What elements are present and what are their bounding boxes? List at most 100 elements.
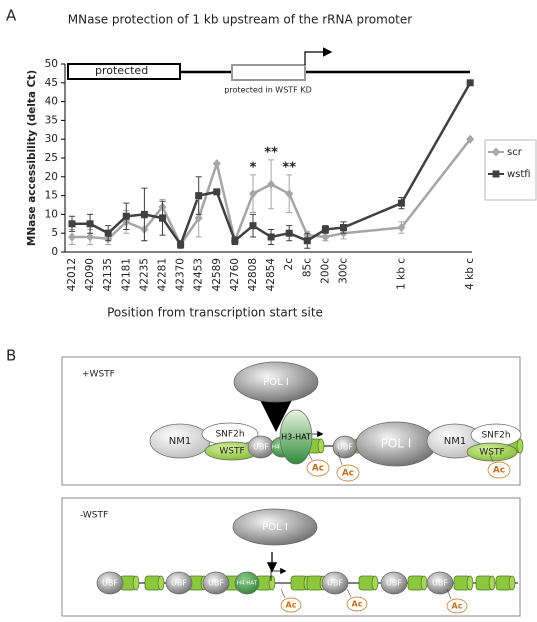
marker (267, 179, 276, 189)
protein-label: NM1 (169, 436, 191, 447)
marker (68, 220, 76, 228)
tss-arrow (304, 47, 333, 65)
y-tick-label: 15 (45, 190, 58, 202)
protein (466, 442, 518, 462)
protein (233, 361, 319, 403)
y-tick-label: 35 (45, 114, 58, 126)
marker (140, 210, 148, 218)
panel-label: B (6, 347, 16, 365)
x-tick-label: 42012 (66, 258, 78, 291)
protein-label: UBF (171, 579, 187, 588)
x-tick-label: 42281 (157, 258, 169, 291)
nucleosome-face (132, 575, 140, 591)
protein-label: POL I (381, 437, 412, 451)
marker (285, 229, 293, 237)
protein-label: Ac (286, 601, 297, 610)
marker (321, 225, 329, 233)
chart-title: MNase protection of 1 kb upstream of the… (68, 13, 412, 27)
x-tick-label: 42235 (138, 258, 150, 291)
schematic-label: protected in WSTF KD (224, 86, 311, 95)
protein-label: WSTF (479, 448, 504, 458)
protein (232, 508, 318, 546)
x-tick-label: 2c (283, 258, 295, 271)
marker (86, 220, 94, 228)
nucleosome-face (317, 438, 325, 454)
nucleosome-face (516, 438, 524, 454)
protein (487, 461, 511, 479)
marker (303, 237, 311, 245)
marker (285, 189, 294, 199)
marker (397, 199, 405, 207)
y-tick-label: 10 (45, 208, 58, 220)
legend-box (484, 139, 537, 201)
protein-label: UBF (102, 579, 118, 588)
marker (195, 192, 203, 200)
protein (380, 571, 408, 595)
protein (280, 597, 302, 613)
protein-label: UBF (432, 579, 448, 588)
protein-label: WSTF (219, 447, 244, 457)
x-tick-label: 1 kb c (395, 258, 407, 290)
protein-label: H4 HAT (237, 581, 258, 587)
condition-label: -WSTF (80, 511, 108, 521)
ac-link (337, 451, 343, 466)
x-tick-label: 42370 (175, 258, 187, 291)
marker (177, 240, 185, 248)
marker (397, 223, 406, 233)
marker (231, 237, 239, 245)
significance-mark: ** (264, 145, 278, 160)
nucleosome-face (466, 575, 474, 591)
protein-label: UBF (386, 579, 402, 588)
nucleosome-face (157, 575, 165, 591)
marker (492, 170, 500, 178)
condition-label: +WSTF (82, 370, 115, 380)
x-tick-label: 300c (338, 258, 350, 284)
nucleosome-face (508, 575, 516, 591)
protein-label: POL I (262, 522, 288, 533)
protein-label: Ac (312, 464, 324, 474)
x-tick-label: 85c (301, 258, 313, 277)
protein (165, 571, 193, 595)
legend-label: scr (507, 147, 523, 158)
protein-label: Ac (493, 466, 505, 476)
schematic-label: protected (95, 64, 148, 77)
x-tick-label: 42090 (84, 258, 96, 291)
ac-link (346, 588, 352, 598)
marker (104, 229, 112, 237)
protein (279, 409, 313, 465)
y-tick-label: 20 (45, 171, 58, 183)
protected-kd-box (231, 64, 306, 81)
marker (212, 159, 221, 169)
protein (336, 464, 360, 482)
protein (446, 598, 468, 614)
y-tick-label: 5 (51, 227, 58, 239)
marker (267, 233, 275, 241)
marker (466, 79, 474, 87)
x-tick-label: 42760 (229, 258, 241, 291)
ac-link (307, 451, 313, 461)
ac-link (488, 451, 494, 463)
protein-label: SNF2h (215, 430, 244, 440)
x-tick-label: 42589 (211, 258, 223, 291)
x-tick-label: 200c (319, 258, 331, 284)
marker (249, 189, 257, 199)
y-tick-label: 0 (51, 246, 58, 258)
x-tick-label: 4 kb c (464, 258, 476, 290)
protein-label: UBF (337, 443, 353, 452)
nucleosome-face (488, 575, 496, 591)
protein-label: H3-HAT (281, 433, 311, 442)
significance-mark: ** (282, 160, 296, 175)
x-axis-label: Position from transcription start site (107, 306, 323, 320)
x-tick-label: 42808 (247, 258, 259, 291)
panel-label: A (6, 7, 17, 25)
x-tick-label: 42854 (265, 258, 277, 292)
y-tick-label: 40 (45, 96, 58, 108)
protein-label: Ac (342, 469, 354, 479)
marker (213, 188, 221, 196)
marker (194, 213, 203, 223)
marker (466, 134, 475, 144)
protein-label: UBF (327, 579, 343, 588)
y-axis-label: MNase accessibility (delta Ct) (26, 70, 38, 246)
